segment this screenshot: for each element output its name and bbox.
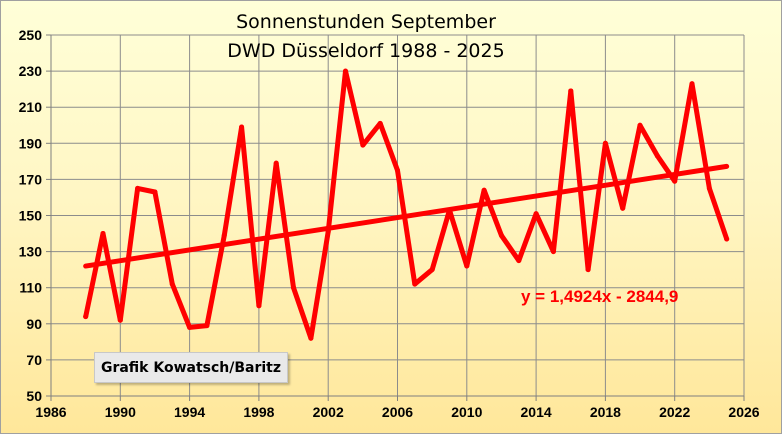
data-point [204, 323, 210, 329]
y-tick-label: 130 [19, 244, 43, 260]
y-tick-label: 70 [26, 352, 42, 368]
data-point [239, 124, 245, 130]
x-tick-label: 2026 [728, 404, 759, 420]
x-tick-label: 1994 [174, 404, 205, 420]
data-point [291, 285, 297, 291]
y-tick-label: 150 [19, 208, 43, 224]
data-point [343, 68, 349, 74]
data-point [169, 281, 175, 287]
x-tick-label: 1998 [243, 404, 274, 420]
y-tick-label: 230 [19, 63, 43, 79]
y-tick-label: 50 [26, 388, 42, 404]
y-tick-label: 90 [26, 316, 42, 332]
y-tick-label: 110 [19, 280, 42, 296]
x-tick-label: 1990 [105, 404, 136, 420]
data-point [533, 211, 539, 217]
data-point [360, 142, 366, 148]
x-axis-ticks: 1986 1990 1994 1998 2002 2006 2010 2014 2018 2022… [35, 396, 760, 420]
y-axis-ticks: 50 70 90 110 130 150 170 190 210 230 250 [19, 27, 51, 404]
series-layer [83, 68, 730, 341]
x-tick-label: 2018 [590, 404, 621, 420]
data-point [395, 167, 400, 173]
data-point [498, 232, 504, 238]
chart-subtitle: DWD Düsseldorf 1988 - 2025 [227, 40, 504, 62]
x-tick-label: 2006 [382, 404, 413, 420]
series-line [83, 68, 730, 341]
data-point [429, 267, 435, 273]
y-tick-label: 210 [19, 99, 43, 115]
data-point [308, 335, 314, 341]
data-point [135, 185, 141, 191]
data-point [672, 178, 678, 184]
data-point [689, 81, 695, 87]
data-point [100, 231, 106, 237]
credit-label: Grafik Kowatsch/Baritz [94, 352, 288, 383]
data-point [325, 229, 331, 235]
data-point [550, 249, 556, 255]
trendline-equation: y = 1,4924x - 2844,9 [521, 287, 678, 306]
x-tick-label: 2002 [313, 404, 344, 420]
data-point [620, 205, 626, 211]
chart-title: Sonnenstunden September [236, 11, 496, 33]
data-point [654, 153, 660, 159]
x-tick-label: 2022 [659, 404, 690, 420]
data-point [464, 263, 470, 269]
x-tick-label: 2010 [451, 404, 482, 420]
data-point [273, 160, 279, 166]
y-tick-label: 170 [19, 171, 43, 187]
y-tick-label: 190 [19, 135, 43, 151]
data-point [446, 207, 452, 213]
data-point [637, 122, 643, 128]
data-point [585, 267, 591, 273]
data-point [377, 120, 383, 126]
data-point [221, 232, 227, 238]
data-point [724, 236, 730, 242]
x-tick-label: 1986 [35, 404, 66, 420]
data-point [117, 317, 123, 323]
data-point [481, 187, 487, 193]
x-tick-label: 2014 [521, 404, 552, 420]
data-point [256, 303, 262, 309]
data-point [602, 140, 608, 146]
data-point [152, 189, 158, 195]
data-point [412, 281, 418, 287]
y-tick-label: 250 [19, 27, 43, 43]
data-point [568, 88, 574, 94]
data-point [706, 185, 712, 191]
data-point [83, 314, 89, 320]
data-point [187, 324, 193, 330]
data-point [516, 258, 522, 264]
